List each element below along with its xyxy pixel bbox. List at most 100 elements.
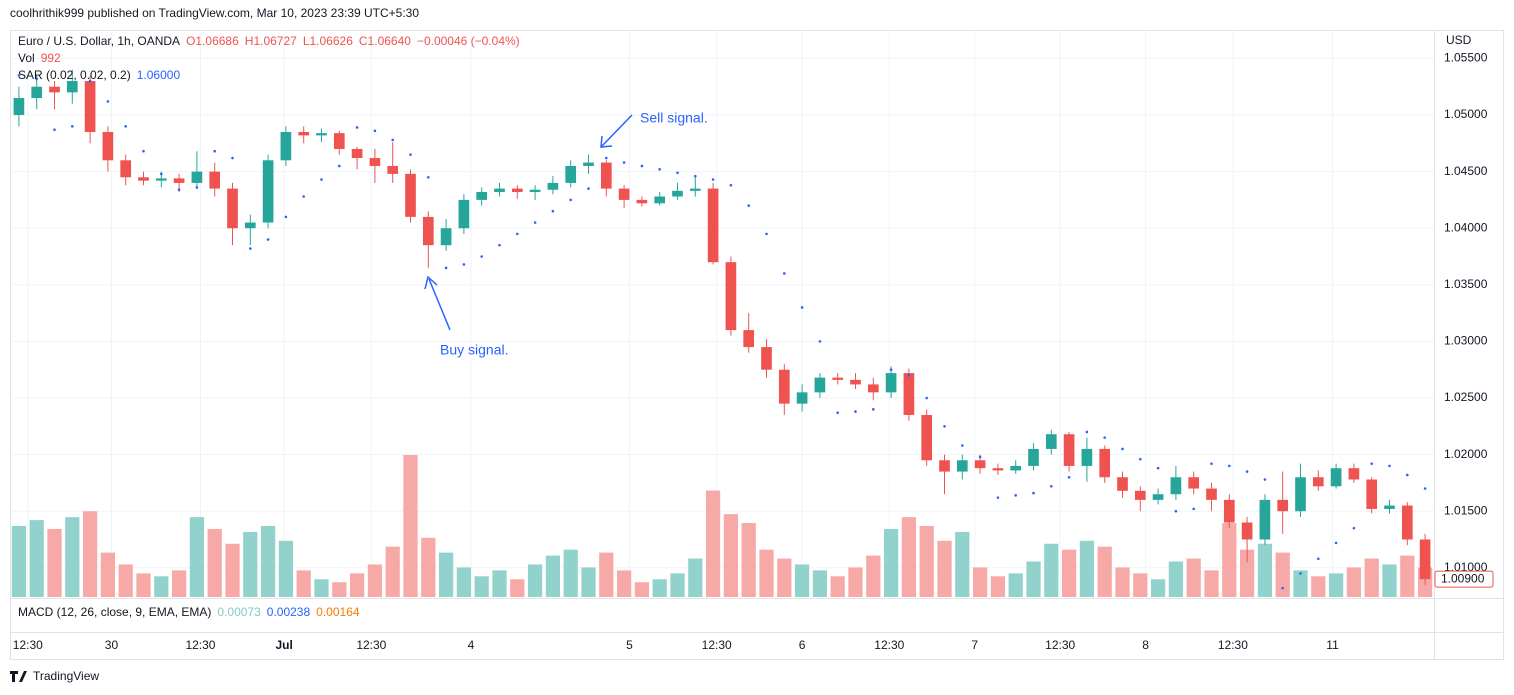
volume-bar — [189, 517, 205, 597]
volume-bar — [1239, 549, 1255, 597]
sar-dot — [160, 172, 163, 176]
high: H1.06727 — [245, 34, 297, 48]
volume-bar — [171, 570, 187, 597]
x-tick-label: 4 — [468, 638, 475, 652]
x-tick-label: 12:30 — [874, 638, 904, 652]
candle-body — [244, 222, 256, 229]
sar-dot — [88, 79, 92, 83]
volume-bar — [599, 552, 614, 597]
volume-bar — [47, 528, 62, 597]
sar-dot — [1014, 494, 1017, 497]
sar-dot — [516, 232, 519, 236]
sar-dot — [480, 255, 484, 258]
sar-dot — [195, 186, 199, 189]
volume-bar — [1400, 555, 1415, 597]
legend-symbol: Euro / U.S. Dollar, 1h, OANDA O1.06686 H1.… — [18, 34, 520, 48]
candle-body — [565, 165, 577, 183]
candle-body — [1384, 505, 1395, 509]
symbol: Euro / U.S. Dollar, 1h, OANDA — [18, 34, 180, 48]
candle-body — [547, 182, 559, 190]
sar-dot — [498, 243, 501, 247]
buy-annotation: Buy signal. — [440, 342, 508, 358]
x-tick-label: 12:30 — [13, 638, 43, 652]
candle-body — [600, 162, 612, 189]
candle-body — [761, 347, 772, 370]
volume-bar — [1061, 549, 1077, 597]
volume-bar — [883, 528, 899, 597]
sar-dot — [1299, 572, 1302, 575]
candle-body — [956, 460, 968, 472]
y-tick-label: 1.05500 — [1444, 51, 1488, 65]
volume-bar — [1133, 573, 1148, 597]
candle-body — [1188, 477, 1200, 489]
volume-bar — [1275, 552, 1290, 597]
candle-body — [1152, 494, 1164, 500]
candle-body — [13, 98, 25, 116]
last-price-box — [1434, 570, 1494, 588]
close: C1.06640 — [359, 34, 411, 48]
volume-bar — [777, 558, 792, 597]
sar-dot — [409, 153, 412, 156]
sar-dot — [765, 232, 768, 236]
volume-bar — [314, 579, 329, 597]
sar-dot — [818, 340, 822, 343]
volume-bar — [866, 555, 881, 597]
sar-dot — [605, 156, 608, 160]
sar-dot — [1139, 457, 1142, 461]
candle-body — [511, 188, 523, 192]
candle-body — [654, 196, 666, 204]
sar-dot — [444, 266, 448, 270]
sar-dot — [71, 125, 74, 128]
candle-body — [84, 81, 96, 132]
volume-bar — [1311, 576, 1326, 597]
x-tick-label: 12:30 — [185, 638, 215, 652]
volume-bar — [1168, 561, 1184, 597]
candle-body — [280, 131, 292, 161]
logo — [10, 671, 27, 682]
volume-bar — [723, 514, 739, 597]
candle-body — [743, 330, 755, 348]
candle-body — [867, 384, 879, 393]
sar-dot — [1281, 586, 1284, 590]
sar-dot — [569, 198, 572, 202]
volume-bar — [136, 573, 151, 597]
candle-body — [689, 188, 701, 191]
sar-dot — [978, 455, 982, 459]
sar-dot — [106, 100, 110, 103]
volume-bar — [29, 520, 44, 597]
volume-bar — [652, 579, 667, 597]
volume-bar — [1204, 570, 1219, 597]
legend-macd: MACD (12, 26, close, 9, EMA, EMA) 0.00073… — [18, 605, 360, 619]
candle-body — [49, 86, 60, 93]
candle-body — [672, 190, 683, 197]
sar-dot — [1263, 478, 1267, 481]
sar-dot — [355, 126, 359, 129]
candle-body — [138, 177, 149, 181]
sar-dot — [1174, 509, 1178, 513]
volume-bar — [492, 570, 507, 597]
sar-dot — [533, 221, 537, 224]
candle-body — [66, 81, 78, 93]
sar-dot — [1423, 487, 1427, 490]
sar-dot — [1352, 526, 1356, 530]
sar-dot — [266, 238, 270, 241]
candle-body — [1330, 468, 1342, 487]
sar-dot — [1334, 541, 1338, 545]
candle-body — [173, 178, 185, 183]
sar-value: 1.06000 — [137, 68, 181, 82]
y-tick-label: 1.04500 — [1444, 164, 1488, 178]
volume-bar — [510, 579, 525, 597]
sar-dot — [124, 125, 127, 128]
buy-arrow — [428, 278, 451, 331]
volume-bar — [367, 564, 383, 597]
volume-bar — [990, 576, 1006, 597]
candle-body — [1241, 522, 1253, 540]
volume-bar — [403, 455, 418, 597]
sar-dot — [640, 164, 644, 168]
candle-body — [31, 86, 43, 99]
sar-dot — [320, 178, 323, 181]
sar-dot — [1388, 464, 1391, 468]
sar-dot — [373, 129, 377, 133]
candle-body — [262, 160, 274, 223]
volume-bar — [901, 517, 917, 597]
